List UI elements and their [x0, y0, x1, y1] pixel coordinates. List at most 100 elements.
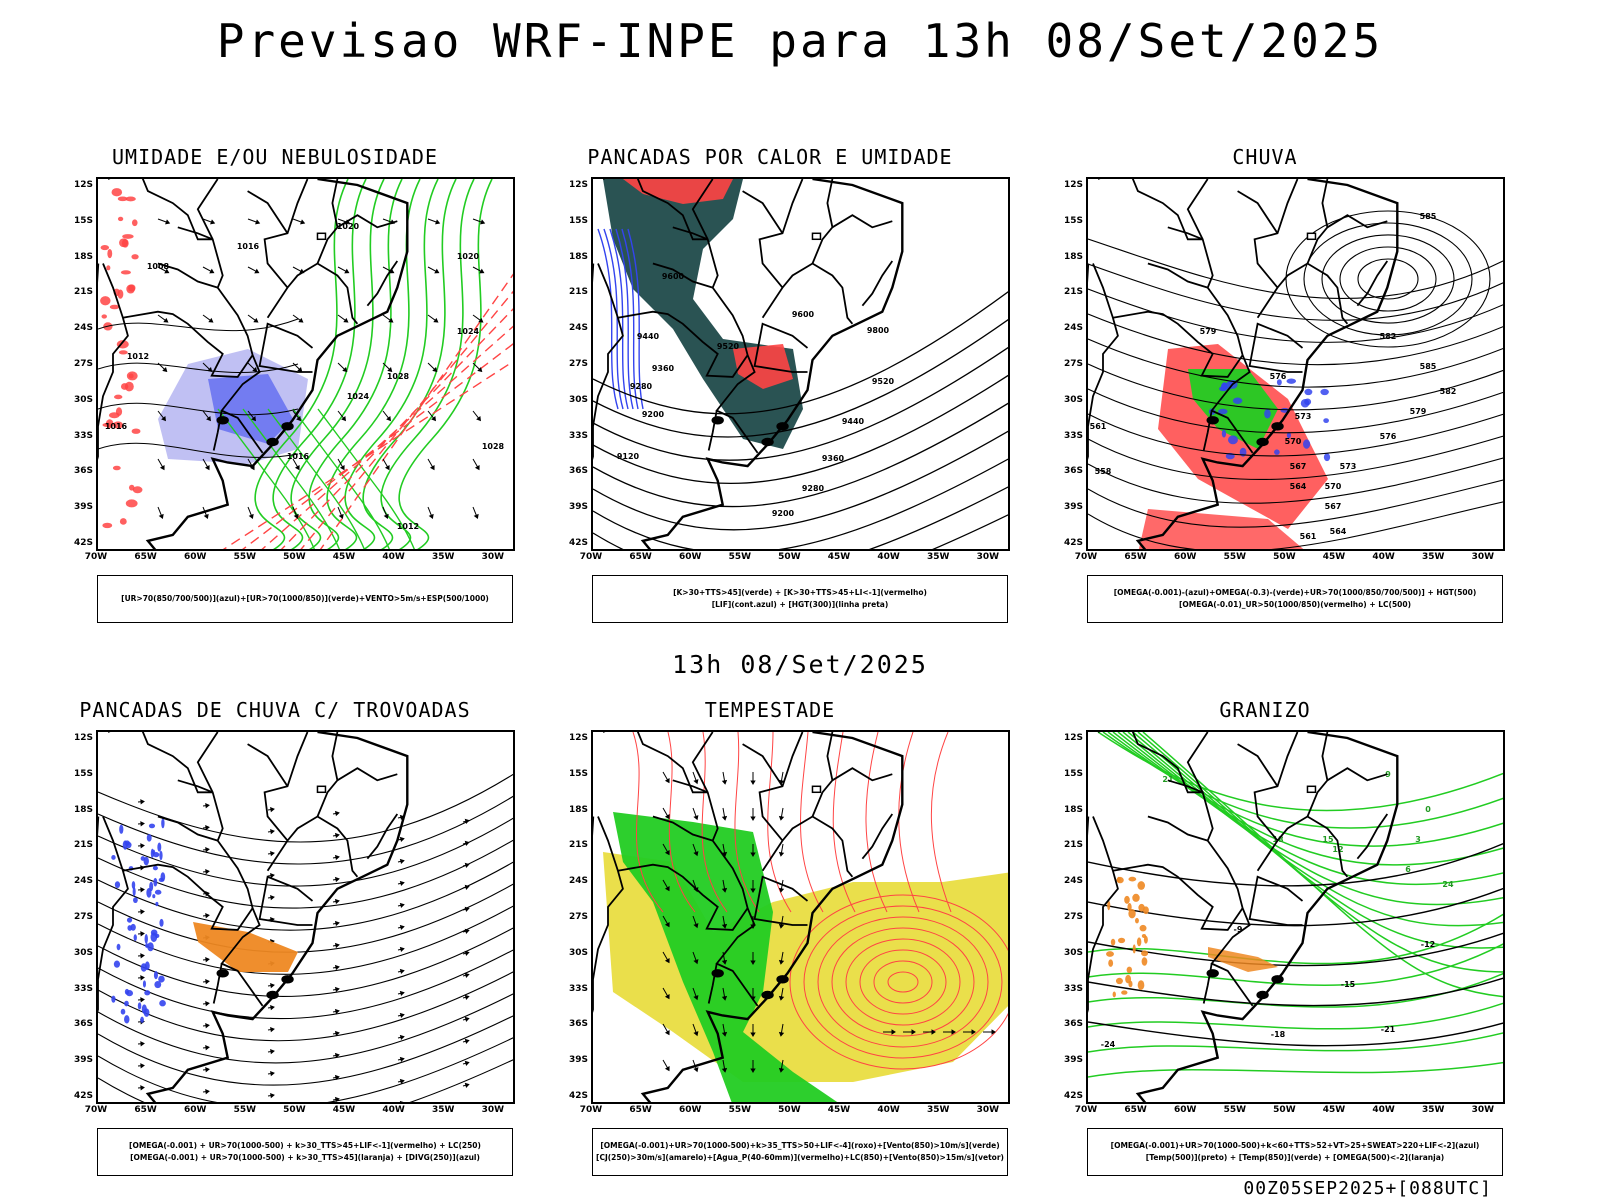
border-line — [1327, 215, 1387, 227]
lat-tick-label: 27S — [569, 912, 588, 922]
omega-speck — [1142, 934, 1146, 938]
lat-tick-label: 18S — [1064, 252, 1083, 262]
lon-tick-label: 70W — [580, 1105, 602, 1115]
lat-axis: 12S 15S 18S 21S 24S 27S 30S 33S 36S 39S 42S — [1045, 177, 1085, 551]
divergence-speck — [153, 878, 157, 887]
lon-tick-label: 35W — [927, 1105, 949, 1115]
map-svg — [98, 732, 515, 1104]
omega-speck — [1118, 938, 1125, 943]
contour-label: 9200 — [772, 509, 795, 518]
lat-tick-label: 36S — [1064, 466, 1083, 476]
wind-vector — [268, 830, 274, 834]
moisture-speck — [122, 234, 134, 239]
temp850-south-line — [1088, 1032, 1505, 1052]
contour-label: 0 — [1425, 805, 1431, 814]
wind-vector — [138, 998, 144, 1002]
border-line — [158, 264, 218, 288]
border-line — [248, 744, 288, 786]
wind-vector — [138, 844, 144, 848]
contour-label: 1016 — [237, 242, 260, 251]
divergence-speck — [149, 824, 155, 829]
omega-speck — [1117, 877, 1121, 883]
lon-axis: 70W 65W 60W 55W 50W 45W 40W 35W 30W — [96, 552, 515, 566]
divergence-speck — [124, 1001, 129, 1007]
moisture-speck — [109, 412, 120, 418]
lon-tick-label: 55W — [729, 552, 751, 562]
lat-tick-label: 27S — [569, 359, 588, 369]
omega-speck — [1127, 967, 1133, 973]
wind-vector — [203, 1002, 209, 1006]
lat-tick-label: 42S — [569, 1091, 588, 1101]
omega-speck — [1128, 877, 1136, 882]
contour-label: 15 — [1322, 835, 1334, 844]
wind-vector — [203, 315, 213, 322]
lon-tick-label: 55W — [1224, 552, 1246, 562]
lon-tick-label: 60W — [679, 552, 701, 562]
lon-axis: 70W 65W 60W 55W 50W 45W 40W 35W 30W — [591, 552, 1010, 566]
wind-vector — [398, 882, 404, 886]
panel-title: TEMPESTADE — [550, 698, 990, 722]
contour-label: 9600 — [792, 310, 815, 319]
wind-vector — [268, 852, 274, 856]
omega-speck — [1137, 937, 1141, 946]
lake — [713, 417, 723, 423]
wind-vector — [398, 1014, 404, 1018]
map-svg — [593, 732, 1010, 1104]
wind-vector — [138, 976, 144, 980]
divergence-speck — [153, 852, 159, 857]
moisture-speck — [112, 188, 123, 196]
contour-label: 567 — [1325, 502, 1342, 511]
green-contours-line — [363, 179, 456, 551]
wind-vector — [333, 922, 339, 926]
map-frame — [96, 730, 515, 1104]
lat-tick-label: 39S — [74, 502, 93, 512]
lat-tick-label: 33S — [1064, 431, 1083, 441]
lon-tick-label: 55W — [729, 1105, 751, 1115]
divergence-speck — [121, 1009, 126, 1015]
wind-vector — [398, 970, 404, 974]
omega-speck — [1303, 439, 1310, 448]
divergence-speck — [147, 834, 152, 842]
wind-vector — [463, 1061, 469, 1064]
omega-speck — [1121, 990, 1127, 994]
divergence-speck — [153, 866, 158, 870]
federal-district — [1307, 786, 1315, 792]
divergence-speck — [126, 990, 133, 996]
contour-label: 573 — [1295, 412, 1312, 421]
wind-vector — [333, 812, 339, 816]
divergence-speck — [119, 825, 123, 834]
contour-label: 24 — [1442, 880, 1454, 889]
lon-tick-label: 65W — [629, 552, 651, 562]
green-contours-line — [399, 179, 492, 551]
wind-vector — [398, 1058, 404, 1062]
legend-line-1: [OMEGA(-0.001) + UR>70(1000-500) + k>30_… — [129, 1140, 481, 1152]
contour-label: 6 — [1405, 865, 1411, 874]
lat-tick-label: 30S — [74, 948, 93, 958]
lat-tick-label: 12S — [1064, 733, 1083, 743]
lon-tick-label: 60W — [184, 552, 206, 562]
lake — [1208, 417, 1218, 423]
divergence-speck — [114, 961, 120, 968]
moisture-speck — [100, 296, 110, 305]
wind-vector — [333, 1010, 339, 1014]
lat-tick-label: 21S — [74, 840, 93, 850]
lat-tick-label: 33S — [569, 984, 588, 994]
contour-label: 573 — [1340, 462, 1357, 471]
lon-tick-label: 70W — [85, 552, 107, 562]
lon-tick-label: 50W — [283, 1105, 305, 1115]
lat-tick-label: 42S — [74, 538, 93, 548]
wind-vector — [333, 944, 339, 948]
wind-vector — [158, 315, 168, 322]
lat-tick-label: 39S — [569, 1055, 588, 1065]
legend-line-2: [LIF](cont.azul) + [HGT(300)](linha pret… — [712, 599, 889, 611]
wind-vector — [751, 772, 755, 784]
omega-speck — [1222, 430, 1226, 438]
omega-speck — [1132, 894, 1139, 902]
border-line — [158, 817, 218, 841]
lat-tick-label: 42S — [1064, 538, 1083, 548]
temp850-south-line — [1088, 972, 1505, 1007]
wind-vector — [383, 459, 389, 469]
wind-vector — [383, 507, 388, 518]
wind-vector — [983, 1030, 995, 1034]
lat-tick-label: 39S — [74, 1055, 93, 1065]
